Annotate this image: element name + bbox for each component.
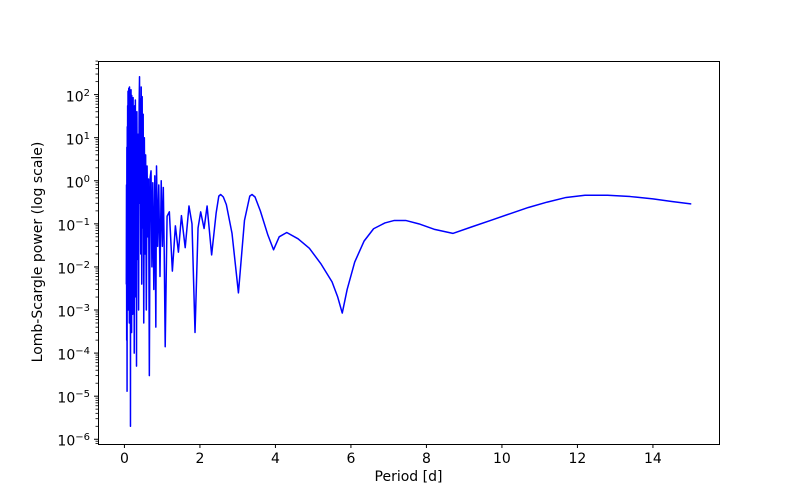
series-lomb-scargle-power <box>125 75 692 428</box>
x-tick-label: 0 <box>119 451 129 467</box>
x-tick-label: 6 <box>346 451 356 467</box>
y-tick-label: 10−2 <box>57 259 90 278</box>
x-tick-label: 10 <box>493 451 511 467</box>
x-tick-label: 12 <box>568 451 587 467</box>
y-tick-label: 101 <box>65 130 90 149</box>
x-tick-label: 4 <box>270 451 280 467</box>
y-tick-label: 10−3 <box>57 303 90 321</box>
y-tick-label: 10−5 <box>57 389 90 407</box>
x-tick-label: 2 <box>195 451 205 467</box>
y-tick-label: 100 <box>65 173 90 192</box>
y-tick-label: 10−6 <box>57 432 90 450</box>
x-tick-label: 8 <box>421 451 431 467</box>
y-axis-label: Lomb-Scargle power (log scale) <box>30 141 46 363</box>
y-tick-label: 10−1 <box>57 216 90 235</box>
x-tick-label: 14 <box>644 451 662 467</box>
power-curve <box>125 75 692 428</box>
axes-spines-and-ticks <box>94 60 720 448</box>
x-axis-label: Period [d] <box>374 469 443 485</box>
y-tick-label: 10−4 <box>57 346 90 364</box>
y-tick-label: 102 <box>65 87 90 106</box>
